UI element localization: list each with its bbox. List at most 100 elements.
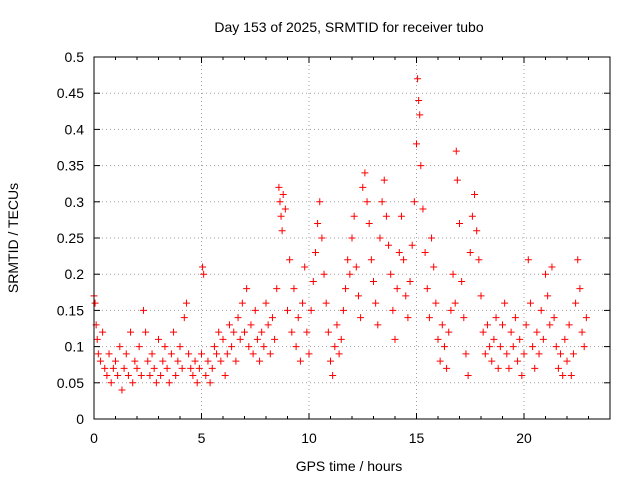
- data-point: [434, 335, 442, 343]
- data-point: [157, 372, 165, 380]
- data-point: [333, 321, 341, 329]
- data-point: [425, 314, 433, 322]
- data-point: [574, 256, 582, 264]
- data-point: [311, 248, 319, 256]
- data-point: [174, 357, 182, 365]
- data-point: [139, 306, 147, 314]
- data-point: [225, 321, 233, 329]
- data-point: [423, 285, 431, 293]
- y-tick-label: 0.25: [57, 230, 84, 246]
- data-point: [410, 198, 418, 206]
- y-tick-label: 0.15: [57, 302, 84, 318]
- data-point: [271, 335, 279, 343]
- data-point: [133, 364, 141, 372]
- data-point: [210, 343, 218, 351]
- data-point: [299, 299, 307, 307]
- data-point: [105, 350, 113, 358]
- y-tick-label: 0: [76, 411, 84, 427]
- data-point: [99, 328, 107, 336]
- data-point: [404, 314, 412, 322]
- data-point: [430, 263, 438, 271]
- data-point: [163, 364, 171, 372]
- data-point: [228, 343, 236, 351]
- data-point: [370, 277, 377, 285]
- data-point: [114, 372, 122, 380]
- data-point: [172, 372, 180, 380]
- data-point: [382, 212, 390, 220]
- data-point: [492, 314, 500, 322]
- data-point: [247, 321, 255, 329]
- data-point: [499, 321, 506, 329]
- data-point: [471, 191, 479, 199]
- data-point: [180, 314, 188, 322]
- data-point: [148, 350, 156, 358]
- data-point: [475, 256, 483, 264]
- data-point: [507, 328, 515, 336]
- data-point: [406, 277, 414, 285]
- data-point: [565, 321, 573, 329]
- y-tick-label: 0.05: [57, 375, 84, 391]
- data-point: [563, 357, 571, 365]
- data-point: [264, 321, 272, 329]
- data-point: [101, 364, 109, 372]
- data-point: [185, 350, 193, 358]
- y-tick-label: 0.2: [65, 266, 85, 282]
- data-point: [243, 285, 251, 293]
- data-point: [453, 176, 461, 184]
- data-point: [260, 343, 268, 351]
- data-point: [137, 372, 145, 380]
- data-point: [505, 364, 513, 372]
- data-point: [522, 321, 530, 329]
- data-point: [167, 350, 175, 358]
- data-point: [385, 241, 393, 249]
- data-point: [195, 364, 203, 372]
- data-point: [268, 314, 276, 322]
- data-point: [445, 328, 453, 336]
- data-point: [514, 357, 522, 365]
- data-point: [520, 350, 528, 358]
- data-point: [354, 292, 362, 300]
- data-point: [451, 299, 459, 307]
- data-point: [348, 234, 356, 242]
- data-point: [234, 314, 242, 322]
- data-point: [258, 328, 266, 336]
- data-point: [150, 364, 158, 372]
- data-point: [191, 357, 199, 365]
- data-point: [486, 343, 494, 351]
- data-point: [275, 183, 283, 191]
- data-point: [550, 314, 558, 322]
- data-point: [531, 364, 539, 372]
- x-tick-label: 0: [90, 430, 98, 446]
- data-point: [93, 335, 101, 343]
- data-point: [135, 343, 143, 351]
- data-point: [352, 263, 360, 271]
- data-point: [380, 176, 388, 184]
- data-point: [452, 147, 460, 155]
- data-point: [124, 372, 132, 380]
- data-point: [578, 328, 586, 336]
- data-point: [339, 306, 347, 314]
- data-point: [316, 198, 324, 206]
- data-point: [249, 350, 257, 358]
- data-points: [90, 75, 590, 394]
- data-point: [251, 306, 259, 314]
- data-point: [417, 162, 425, 170]
- data-point: [232, 357, 240, 365]
- data-point: [292, 343, 300, 351]
- data-point: [122, 350, 130, 358]
- data-point: [548, 263, 556, 271]
- data-point: [415, 96, 423, 104]
- data-point: [447, 306, 455, 314]
- data-point: [557, 350, 565, 358]
- data-point: [559, 372, 567, 380]
- data-point: [466, 248, 474, 256]
- data-point: [109, 364, 117, 372]
- data-point: [116, 343, 124, 351]
- data-point: [103, 372, 111, 380]
- x-tick-label: 10: [301, 430, 317, 446]
- data-point: [144, 357, 152, 365]
- data-point: [477, 292, 485, 300]
- data-point: [516, 335, 524, 343]
- data-point: [414, 75, 422, 83]
- y-tick-label: 0.45: [57, 85, 84, 101]
